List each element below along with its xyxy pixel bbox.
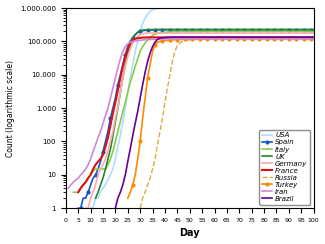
Spain xyxy=(178,28,182,31)
Line: Italy: Italy xyxy=(73,31,314,192)
Italy xyxy=(250,30,254,33)
Germany xyxy=(213,31,216,34)
Spain xyxy=(237,28,241,31)
Line: UK: UK xyxy=(96,30,314,198)
Iran xyxy=(250,37,254,40)
France xyxy=(250,36,254,39)
UK xyxy=(178,28,182,31)
Italy xyxy=(237,30,241,33)
Line: USA: USA xyxy=(91,8,314,208)
USA xyxy=(213,7,216,10)
UK xyxy=(126,51,130,54)
Iran xyxy=(126,42,130,45)
Germany xyxy=(126,55,130,58)
UK xyxy=(250,28,254,31)
Y-axis label: Count (logarithmic scale): Count (logarithmic scale) xyxy=(6,60,15,157)
France xyxy=(213,36,216,39)
Line: Iran: Iran xyxy=(68,39,314,188)
Russia xyxy=(213,37,216,40)
USA xyxy=(312,7,316,10)
UK xyxy=(312,28,316,31)
Iran xyxy=(178,37,182,40)
Iran xyxy=(312,37,316,40)
Brazil xyxy=(250,36,254,39)
Line: Germany: Germany xyxy=(86,33,314,208)
Line: Brazil: Brazil xyxy=(115,37,314,208)
France xyxy=(126,47,130,50)
Turkey xyxy=(312,37,316,40)
UK xyxy=(213,28,216,31)
France xyxy=(178,36,182,39)
Line: Turkey: Turkey xyxy=(126,37,315,200)
Turkey xyxy=(237,37,241,40)
Turkey xyxy=(250,37,254,40)
Russia xyxy=(237,37,241,40)
Russia xyxy=(312,37,316,40)
Italy xyxy=(213,30,216,33)
Spain xyxy=(81,197,85,200)
Germany xyxy=(250,31,254,34)
Germany xyxy=(237,31,241,34)
Turkey xyxy=(126,197,130,200)
Italy xyxy=(178,30,182,33)
Turkey xyxy=(213,37,216,40)
Germany xyxy=(178,31,182,34)
France xyxy=(237,36,241,39)
Iran xyxy=(213,37,216,40)
Italy xyxy=(126,91,130,94)
Italy xyxy=(81,183,85,186)
USA xyxy=(126,91,130,94)
France xyxy=(81,183,85,186)
UK xyxy=(237,28,241,31)
USA xyxy=(178,7,182,10)
Iran xyxy=(81,171,85,174)
X-axis label: Day: Day xyxy=(179,228,200,238)
Legend: USA, Spain, Italy, UK, Germany, France, Russia, Turkey, Iran, Brazil: USA, Spain, Italy, UK, Germany, France, … xyxy=(259,130,310,205)
Spain xyxy=(312,28,316,31)
Russia xyxy=(178,41,182,44)
Iran xyxy=(237,37,241,40)
Russia xyxy=(250,37,254,40)
Italy xyxy=(312,30,316,33)
France xyxy=(312,36,316,39)
Spain xyxy=(250,28,254,31)
Turkey xyxy=(178,38,182,41)
Brazil xyxy=(312,36,316,39)
Line: France: France xyxy=(78,37,314,192)
Brazil xyxy=(178,36,182,39)
Brazil xyxy=(213,36,216,39)
Spain xyxy=(126,45,130,48)
Brazil xyxy=(237,36,241,39)
Germany xyxy=(312,31,316,34)
Line: Russia: Russia xyxy=(140,39,314,208)
USA xyxy=(250,7,254,10)
Line: Spain: Spain xyxy=(77,28,315,210)
Brazil xyxy=(126,160,130,163)
USA xyxy=(237,7,241,10)
Spain xyxy=(213,28,216,31)
